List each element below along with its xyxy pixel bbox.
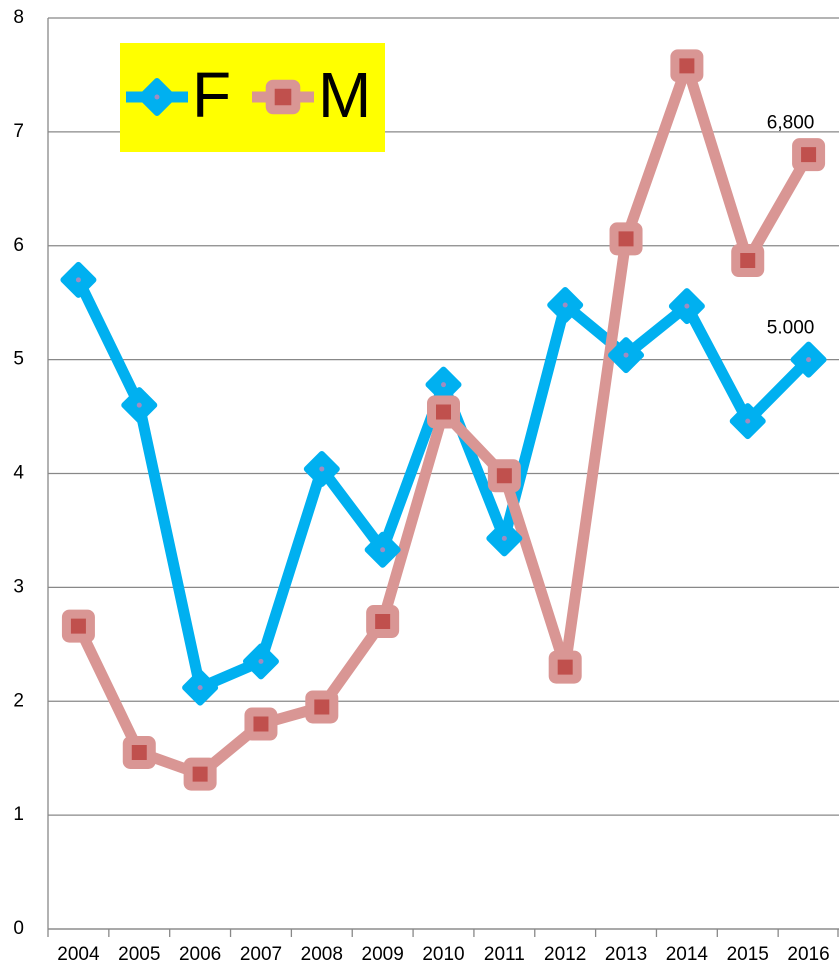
data-point-center xyxy=(75,277,81,283)
data-label: 5.000 xyxy=(767,318,815,339)
y-tick-label: 3 xyxy=(13,576,24,597)
data-point xyxy=(609,222,643,256)
legend-label: M xyxy=(318,59,371,131)
data-point-center xyxy=(441,382,446,388)
data-point-center xyxy=(745,418,751,424)
data-point-center xyxy=(501,535,507,541)
x-tick-label: 2006 xyxy=(179,944,221,965)
legend-marker xyxy=(265,79,301,115)
x-tick-label: 2012 xyxy=(544,944,586,965)
legend-marker-center xyxy=(154,94,160,100)
x-tick-label: 2009 xyxy=(362,944,404,965)
y-tick-label: 4 xyxy=(13,463,24,484)
data-point-center xyxy=(380,547,386,553)
data-point xyxy=(427,395,460,429)
data-point-center xyxy=(562,302,568,308)
x-tick-label: 2013 xyxy=(605,944,647,965)
data-point-center xyxy=(684,303,690,309)
data-label: 6,800 xyxy=(767,113,815,134)
data-point xyxy=(61,609,95,643)
legend-label: F xyxy=(192,59,231,131)
y-tick-label: 2 xyxy=(13,690,24,711)
data-point xyxy=(244,707,278,741)
data-point xyxy=(122,735,156,769)
x-tick-label: 2015 xyxy=(727,944,769,965)
x-tick-label: 2005 xyxy=(118,944,160,965)
x-tick-label: 2004 xyxy=(57,944,100,965)
data-point xyxy=(548,650,582,684)
y-tick-label: 7 xyxy=(13,121,24,142)
data-point xyxy=(731,244,765,278)
y-tick-label: 6 xyxy=(13,235,24,256)
data-point xyxy=(487,459,521,493)
data-point-center xyxy=(197,685,203,691)
y-tick-label: 0 xyxy=(13,918,24,939)
x-tick-label: 2014 xyxy=(666,944,709,965)
y-tick-label: 1 xyxy=(13,804,24,825)
data-point-center xyxy=(623,352,629,358)
x-tick-label: 2016 xyxy=(787,944,829,965)
data-point-center xyxy=(806,357,812,363)
data-point-center xyxy=(319,466,325,472)
data-point xyxy=(670,49,704,83)
x-tick-label: 2011 xyxy=(484,944,525,965)
y-tick-label: 8 xyxy=(13,7,24,28)
x-tick-label: 2008 xyxy=(301,944,343,965)
data-point xyxy=(305,690,339,724)
series-line xyxy=(73,277,813,694)
data-point xyxy=(366,605,400,639)
x-tick-label: 2007 xyxy=(240,944,282,965)
y-tick-label: 5 xyxy=(13,349,24,370)
data-point-center xyxy=(136,402,142,408)
data-point-center xyxy=(258,658,264,664)
data-point xyxy=(183,757,217,791)
x-tick-label: 2010 xyxy=(422,944,464,965)
data-point xyxy=(792,138,826,172)
